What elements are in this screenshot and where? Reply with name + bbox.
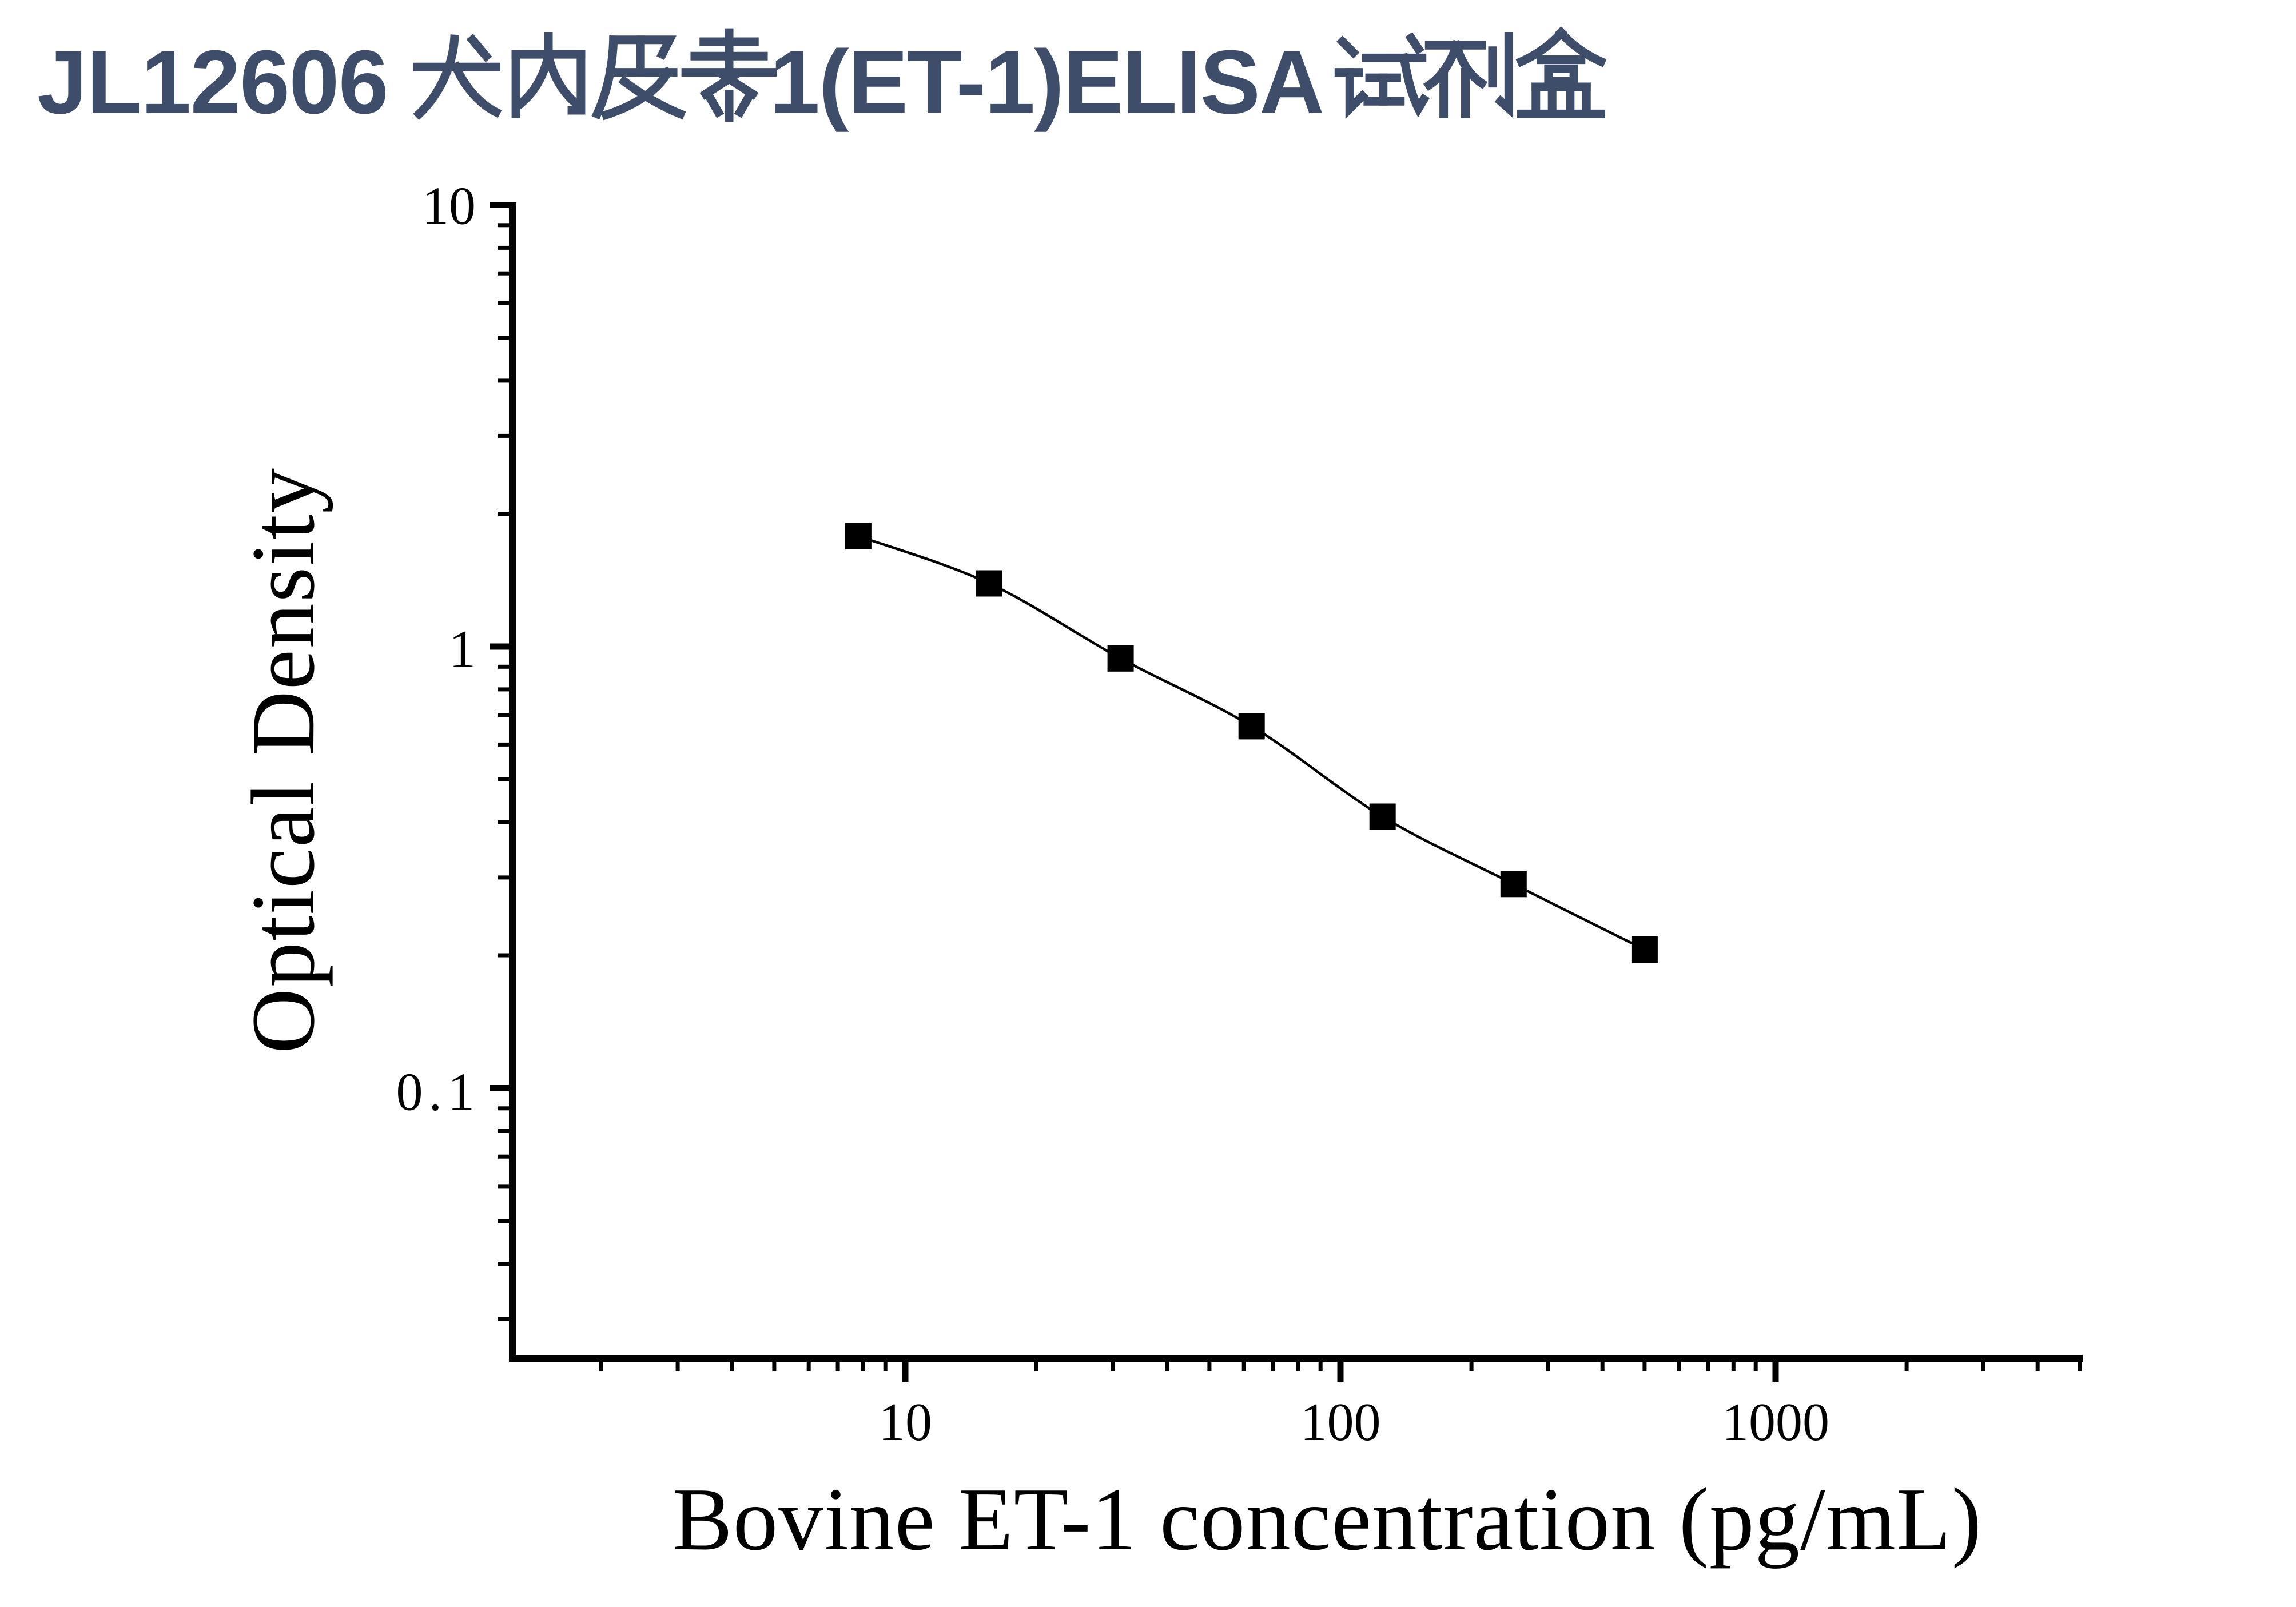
svg-text:Bovine ET-1 concentration (pg/: Bovine ET-1 concentration (pg/mL) bbox=[673, 1469, 1982, 1569]
svg-text:1000: 1000 bbox=[1722, 1393, 1829, 1452]
svg-text:10: 10 bbox=[422, 177, 476, 236]
svg-text:1: 1 bbox=[449, 620, 476, 679]
svg-text:100: 100 bbox=[1300, 1393, 1381, 1452]
svg-text:1(ET-1)ELISA: 1(ET-1)ELISA bbox=[770, 32, 1323, 133]
svg-text:JL12606: JL12606 bbox=[37, 32, 388, 133]
svg-text:Optical Density: Optical Density bbox=[233, 467, 333, 1054]
svg-text:10: 10 bbox=[878, 1393, 932, 1452]
svg-text:0.1: 0.1 bbox=[396, 1063, 481, 1122]
